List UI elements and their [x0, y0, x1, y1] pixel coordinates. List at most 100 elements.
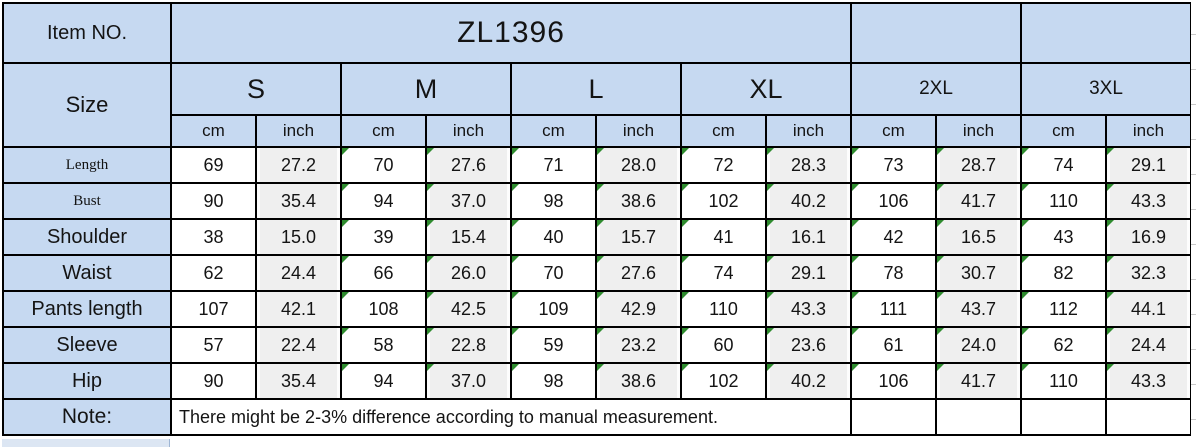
- empty-cell: [935, 398, 1022, 436]
- measurement-cell: 90: [170, 182, 257, 220]
- size-label: Size: [2, 62, 172, 148]
- measurement-cell: 66: [340, 254, 427, 292]
- next-row-stub: [2, 439, 170, 447]
- measurement-cell: 28.3: [765, 146, 852, 184]
- measurement-cell: 74: [680, 254, 767, 292]
- measurement-row: Pants length 107 42.1 108 42.5 109 42.9 110 43.3…: [2, 290, 1192, 328]
- measurement-cell: 108: [340, 290, 427, 328]
- measurement-cell: 109: [510, 290, 597, 328]
- measurement-cell: 71: [510, 146, 597, 184]
- measurement-cell: 27.6: [425, 146, 512, 184]
- measurement-cell: 111: [850, 290, 937, 328]
- units-row: cm inch cm inch cm inch cm inch cm inch …: [3, 114, 1192, 148]
- empty-header-cell: [1020, 2, 1192, 64]
- measurement-cell: 43.3: [1105, 182, 1192, 220]
- measurement-cell: 107: [170, 290, 257, 328]
- measurement-cell: 106: [850, 182, 937, 220]
- measurement-cell: 94: [340, 362, 427, 400]
- empty-cell: [850, 398, 937, 436]
- measurement-cell: 41.7: [935, 362, 1022, 400]
- measurement-row: Sleeve 57 22.4 58 22.8 59 23.2 60 23.6 61 24.0 62 24…: [2, 326, 1192, 364]
- measurement-cell: 23.2: [595, 326, 682, 364]
- measurement-cell: 57: [170, 326, 257, 364]
- measurement-cell: 35.4: [255, 182, 342, 220]
- unit-header-cm: cm: [170, 114, 257, 148]
- measurement-cell: 30.7: [935, 254, 1022, 292]
- measurement-cell: 110: [680, 290, 767, 328]
- measurement-cell: 15.4: [425, 218, 512, 256]
- size-header-2xl: 2XL: [850, 62, 1022, 116]
- measurement-cell: 32.3: [1105, 254, 1192, 292]
- measurement-cell: 44.1: [1105, 290, 1192, 328]
- measurement-cell: 73: [850, 146, 937, 184]
- measurement-row: Bust 90 35.4 94 37.0 98 38.6 102 40.2 106 41.7 110 4…: [2, 182, 1192, 220]
- item-no-value: ZL1396: [170, 2, 852, 64]
- unit-header-cm: cm: [340, 114, 427, 148]
- measurement-cell: 22.8: [425, 326, 512, 364]
- measurement-cell: 69: [170, 146, 257, 184]
- measurement-cell: 38: [170, 218, 257, 256]
- measurement-cell: 94: [340, 182, 427, 220]
- measurement-cell: 24.0: [935, 326, 1022, 364]
- spreadsheet-grid-edge-bottom: [2, 439, 1190, 447]
- size-table: Item NO. ZL1396 Size S M L XL 2XL 3XL cm…: [2, 2, 1192, 436]
- measurement-row: Waist 62 24.4 66 26.0 70 27.6 74 29.1 78 30.7 82 32.…: [2, 254, 1192, 292]
- item-no-row: Item NO. ZL1396: [2, 2, 1192, 64]
- measurement-cell: 42.1: [255, 290, 342, 328]
- measurement-cell: 42.9: [595, 290, 682, 328]
- row-label: Length: [2, 146, 172, 184]
- measurement-cell: 27.6: [595, 254, 682, 292]
- measurement-cell: 62: [170, 254, 257, 292]
- measurement-cell: 38.6: [595, 362, 682, 400]
- empty-cell: [1020, 398, 1107, 436]
- spreadsheet-grid-edge-right: [1191, 0, 1196, 447]
- unit-header-cm: cm: [850, 114, 937, 148]
- measurement-cell: 58: [340, 326, 427, 364]
- measurement-cell: 106: [850, 362, 937, 400]
- unit-header-inch: inch: [1105, 114, 1192, 148]
- measurement-cell: 26.0: [425, 254, 512, 292]
- measurement-cell: 40.2: [765, 182, 852, 220]
- measurement-cell: 90: [170, 362, 257, 400]
- note-text: There might be 2-3% difference according…: [170, 398, 852, 436]
- measurement-row: Hip 90 35.4 94 37.0 98 38.6 102 40.2 106 41.7 110 43…: [2, 362, 1192, 400]
- measurement-cell: 98: [510, 362, 597, 400]
- measurement-cell: 40: [510, 218, 597, 256]
- measurement-cell: 42: [850, 218, 937, 256]
- measurement-cell: 27.2: [255, 146, 342, 184]
- row-label: Pants length: [2, 290, 172, 328]
- measurement-cell: 61: [850, 326, 937, 364]
- measurement-cell: 28.7: [935, 146, 1022, 184]
- row-label: Waist: [2, 254, 172, 292]
- measurement-cell: 28.0: [595, 146, 682, 184]
- measurement-cell: 41.7: [935, 182, 1022, 220]
- unit-header-inch: inch: [935, 114, 1022, 148]
- measurement-row: Shoulder 38 15.0 39 15.4 40 15.7 41 16.1 42 16.5 43…: [2, 218, 1192, 256]
- measurement-cell: 42.5: [425, 290, 512, 328]
- unit-header-cm: cm: [510, 114, 597, 148]
- measurement-cell: 98: [510, 182, 597, 220]
- measurement-cell: 29.1: [765, 254, 852, 292]
- note-label: Note:: [2, 398, 172, 436]
- measurement-cell: 59: [510, 326, 597, 364]
- empty-cell: [1105, 398, 1192, 436]
- measurement-cell: 41: [680, 218, 767, 256]
- measurement-cell: 15.7: [595, 218, 682, 256]
- measurement-cell: 110: [1020, 362, 1107, 400]
- measurement-cell: 15.0: [255, 218, 342, 256]
- item-no-label: Item NO.: [2, 2, 172, 64]
- measurement-cell: 102: [680, 182, 767, 220]
- measurement-cell: 78: [850, 254, 937, 292]
- measurement-cell: 23.6: [765, 326, 852, 364]
- size-header-row: Size S M L XL 2XL 3XL: [2, 62, 1192, 148]
- unit-header-inch: inch: [425, 114, 512, 148]
- size-header-3xl: 3XL: [1020, 62, 1192, 116]
- measurement-cell: 72: [680, 146, 767, 184]
- empty-header-cell: [850, 2, 1022, 64]
- measurement-cell: 110: [1020, 182, 1107, 220]
- unit-header-inch: inch: [595, 114, 682, 148]
- row-label: Bust: [2, 182, 172, 220]
- size-header-xl: XL: [680, 62, 852, 116]
- measurement-cell: 39: [340, 218, 427, 256]
- measurement-cell: 43.7: [935, 290, 1022, 328]
